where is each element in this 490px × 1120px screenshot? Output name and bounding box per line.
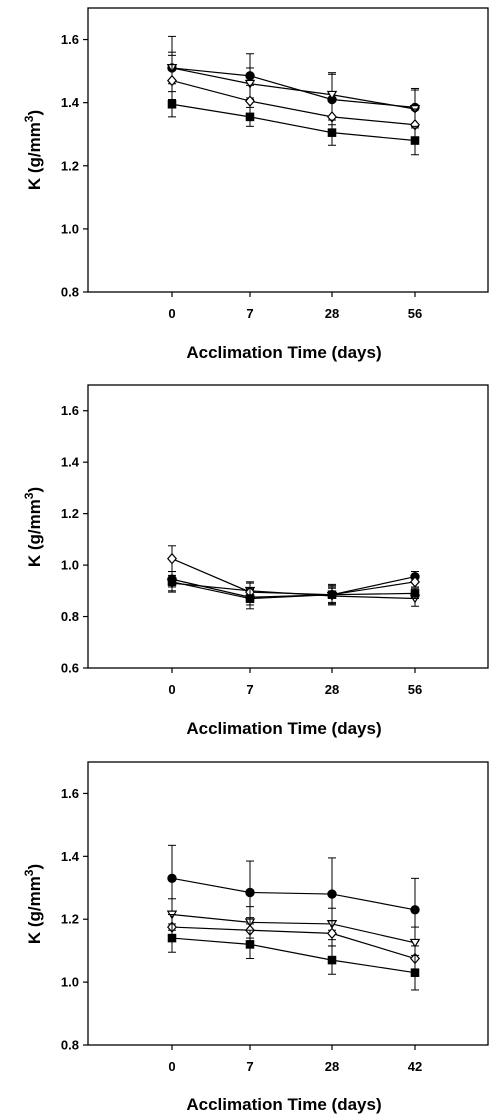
y-tick-label: 1.0: [61, 221, 79, 236]
data-point: [245, 940, 255, 949]
data-point: [410, 589, 420, 598]
y-tick-label: 1.6: [61, 786, 79, 801]
data-point: [245, 95, 255, 107]
y-tick-label: 1.4: [61, 95, 80, 110]
series-line: [171, 67, 416, 110]
series-line: [171, 576, 416, 598]
series-line: [171, 937, 416, 974]
data-point: [245, 887, 255, 898]
plot-frame: [87, 761, 489, 1046]
y-tick-label: 1.6: [61, 32, 79, 47]
x-tick-label: 28: [325, 306, 339, 321]
data-point: [244, 79, 256, 89]
y-tick-label: 1.0: [61, 975, 79, 990]
series-line: [171, 558, 416, 596]
y-tick-label: 1.2: [61, 506, 79, 521]
plot-frame: [87, 384, 489, 669]
y-axis-title: K (g/mm3): [22, 487, 44, 567]
series-2: [166, 51, 421, 129]
series-1: [167, 571, 420, 606]
series-4: [167, 91, 420, 156]
x-tick-label: 28: [325, 682, 339, 697]
y-tick-label: 1.4: [61, 455, 80, 470]
series-line: [171, 581, 416, 600]
data-point: [167, 99, 177, 109]
series-2: [166, 574, 421, 607]
y-tick-label: 1.0: [61, 558, 79, 573]
data-point: [326, 90, 338, 100]
data-point: [327, 927, 337, 940]
x-tick-label: 0: [168, 682, 175, 697]
x-axis-title: Acclimation Time (days): [186, 343, 381, 362]
series-3: [167, 545, 420, 605]
y-tick-label: 0.6: [61, 661, 79, 676]
chart-panel-3: 0.8 1.0 1.2 1.4 1.6 0 7 28 42 Acclimation Time (d…: [22, 761, 489, 1114]
plot-frame: [87, 7, 489, 293]
data-point: [167, 873, 177, 884]
data-point: [409, 938, 421, 948]
y-tick-label: 1.4: [61, 849, 80, 864]
series-4: [167, 571, 420, 610]
y-tick-label: 0.8: [61, 1038, 79, 1053]
series-line: [171, 877, 416, 911]
y-tick-label: 1.2: [61, 158, 79, 173]
x-tick-label: 28: [325, 1059, 339, 1074]
x-tick-label: 56: [408, 682, 422, 697]
data-point: [327, 590, 337, 599]
series-3: [167, 54, 420, 142]
series-line: [171, 103, 416, 142]
data-point: [245, 112, 255, 122]
series-line: [171, 79, 416, 126]
x-tick-label: 0: [168, 306, 175, 321]
y-tick-label: 0.8: [61, 609, 79, 624]
y-tick-label: 0.8: [61, 285, 79, 300]
data-point: [167, 577, 177, 587]
chart-panel-1: 0.8 1.0 1.2 1.4 1.6 0 7 28 56 Acclimation Time (d…: [22, 7, 489, 362]
data-point: [167, 933, 177, 943]
series-line: [171, 67, 416, 108]
x-axis-title: Acclimation Time (days): [186, 719, 381, 738]
x-tick-label: 0: [168, 1059, 175, 1074]
data-point: [410, 136, 420, 145]
data-point: [410, 968, 420, 977]
x-tick-label: 56: [408, 306, 422, 321]
data-point: [327, 889, 337, 899]
series-line: [171, 913, 416, 944]
data-point: [327, 128, 337, 137]
x-tick-label: 7: [246, 1059, 253, 1074]
series-1: [167, 844, 420, 942]
chart-panel-2: 0.6 0.8 1.0 1.2 1.4 1.6 0 7 28 56 Acclimation Time…: [22, 384, 489, 738]
x-tick-label: 42: [408, 1059, 422, 1074]
data-point: [327, 955, 337, 965]
data-point: [167, 74, 177, 87]
data-point: [167, 552, 177, 565]
x-tick-label: 7: [246, 306, 253, 321]
series-1: [167, 35, 420, 127]
x-tick-label: 7: [246, 682, 253, 697]
data-point: [245, 594, 255, 603]
x-axis-title: Acclimation Time (days): [186, 1095, 381, 1114]
data-point: [410, 905, 420, 915]
y-axis-title: K (g/mm3): [22, 110, 44, 190]
data-point: [410, 576, 420, 588]
series-4: [167, 923, 420, 991]
y-axis-title: K (g/mm3): [22, 864, 44, 944]
y-tick-label: 1.2: [61, 912, 79, 927]
y-tick-label: 1.6: [61, 403, 79, 418]
series-line: [171, 926, 416, 960]
